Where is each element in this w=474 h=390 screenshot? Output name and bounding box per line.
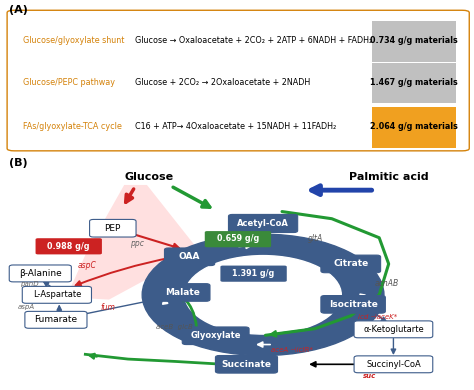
FancyBboxPatch shape bbox=[321, 296, 385, 313]
Text: icd ⊣aceK*: icd ⊣aceK* bbox=[358, 314, 397, 320]
Text: PEP: PEP bbox=[105, 224, 121, 233]
Text: Malate: Malate bbox=[165, 288, 200, 297]
Text: suc: suc bbox=[363, 373, 376, 379]
Text: aspC: aspC bbox=[77, 261, 96, 270]
FancyBboxPatch shape bbox=[205, 231, 271, 247]
FancyBboxPatch shape bbox=[164, 248, 215, 266]
Text: 0.988 g/g: 0.988 g/g bbox=[47, 241, 90, 250]
Text: aspA: aspA bbox=[18, 304, 35, 310]
Text: Glyoxylate: Glyoxylate bbox=[191, 331, 241, 340]
Text: Acetyl-CoA: Acetyl-CoA bbox=[237, 219, 289, 228]
Text: Succinate: Succinate bbox=[221, 360, 272, 369]
Text: C16 + ATP→ 4Oxaloacetate + 15NADH + 11FADH₂: C16 + ATP→ 4Oxaloacetate + 15NADH + 11FA… bbox=[135, 122, 337, 131]
Text: 1.467 g/g materials: 1.467 g/g materials bbox=[370, 78, 458, 87]
Text: Fumarate: Fumarate bbox=[35, 316, 77, 324]
Text: 0.659 g/g: 0.659 g/g bbox=[217, 234, 259, 243]
Text: fum: fum bbox=[100, 303, 115, 312]
FancyBboxPatch shape bbox=[25, 311, 87, 328]
Text: α-Ketoglutarte: α-Ketoglutarte bbox=[363, 325, 424, 334]
Text: (B): (B) bbox=[9, 158, 27, 168]
Text: 1.391 g/g: 1.391 g/g bbox=[232, 269, 275, 278]
Circle shape bbox=[142, 234, 384, 356]
Text: Glucose: Glucose bbox=[125, 172, 174, 182]
FancyBboxPatch shape bbox=[372, 107, 456, 148]
FancyBboxPatch shape bbox=[22, 286, 91, 303]
Text: Glucose/PEPC pathway: Glucose/PEPC pathway bbox=[23, 78, 115, 87]
Text: panD: panD bbox=[20, 281, 38, 287]
FancyBboxPatch shape bbox=[215, 356, 277, 373]
FancyBboxPatch shape bbox=[354, 356, 433, 373]
FancyBboxPatch shape bbox=[36, 238, 102, 254]
Text: Citrate: Citrate bbox=[333, 259, 368, 268]
FancyBboxPatch shape bbox=[7, 10, 469, 151]
Text: Isocitrate: Isocitrate bbox=[328, 300, 378, 309]
Text: aceB  glcB: aceB glcB bbox=[156, 324, 193, 330]
Text: Succinyl-CoA: Succinyl-CoA bbox=[366, 360, 421, 369]
Polygon shape bbox=[66, 185, 199, 300]
FancyBboxPatch shape bbox=[155, 284, 210, 301]
Text: Glucose/glyoxylate shunt: Glucose/glyoxylate shunt bbox=[23, 36, 124, 45]
FancyBboxPatch shape bbox=[372, 63, 456, 103]
Circle shape bbox=[185, 255, 341, 334]
Text: L-Aspartate: L-Aspartate bbox=[33, 290, 81, 300]
Text: 0.734 g/g materials: 0.734 g/g materials bbox=[370, 36, 458, 45]
Text: FAs/glyoxylate-TCA cycle: FAs/glyoxylate-TCA cycle bbox=[23, 122, 122, 131]
Text: acnAB: acnAB bbox=[374, 279, 399, 288]
Text: gltA: gltA bbox=[308, 234, 323, 243]
FancyBboxPatch shape bbox=[354, 321, 433, 338]
Text: (A): (A) bbox=[9, 5, 27, 15]
Text: OAA: OAA bbox=[179, 252, 201, 261]
FancyBboxPatch shape bbox=[228, 215, 298, 232]
Text: 2.064 g/g materials: 2.064 g/g materials bbox=[370, 122, 458, 131]
Text: ppc: ppc bbox=[130, 239, 145, 248]
FancyBboxPatch shape bbox=[9, 265, 72, 282]
FancyBboxPatch shape bbox=[372, 21, 456, 62]
Text: Glucose → Oxaloacetate + 2CO₂ + 2ATP + 6NADH + FADH₂: Glucose → Oxaloacetate + 2CO₂ + 2ATP + 6… bbox=[135, 36, 373, 45]
FancyBboxPatch shape bbox=[321, 255, 381, 273]
FancyBboxPatch shape bbox=[220, 266, 287, 282]
Text: aceA ⊣icIR*: aceA ⊣icIR* bbox=[271, 347, 313, 353]
FancyBboxPatch shape bbox=[90, 220, 136, 237]
Text: Palmitic acid: Palmitic acid bbox=[349, 172, 428, 182]
FancyBboxPatch shape bbox=[182, 327, 249, 344]
Text: Glucose + 2CO₂ → 2Oxaloacetate + 2NADH: Glucose + 2CO₂ → 2Oxaloacetate + 2NADH bbox=[135, 78, 310, 87]
Text: β-Alanine: β-Alanine bbox=[19, 269, 62, 278]
